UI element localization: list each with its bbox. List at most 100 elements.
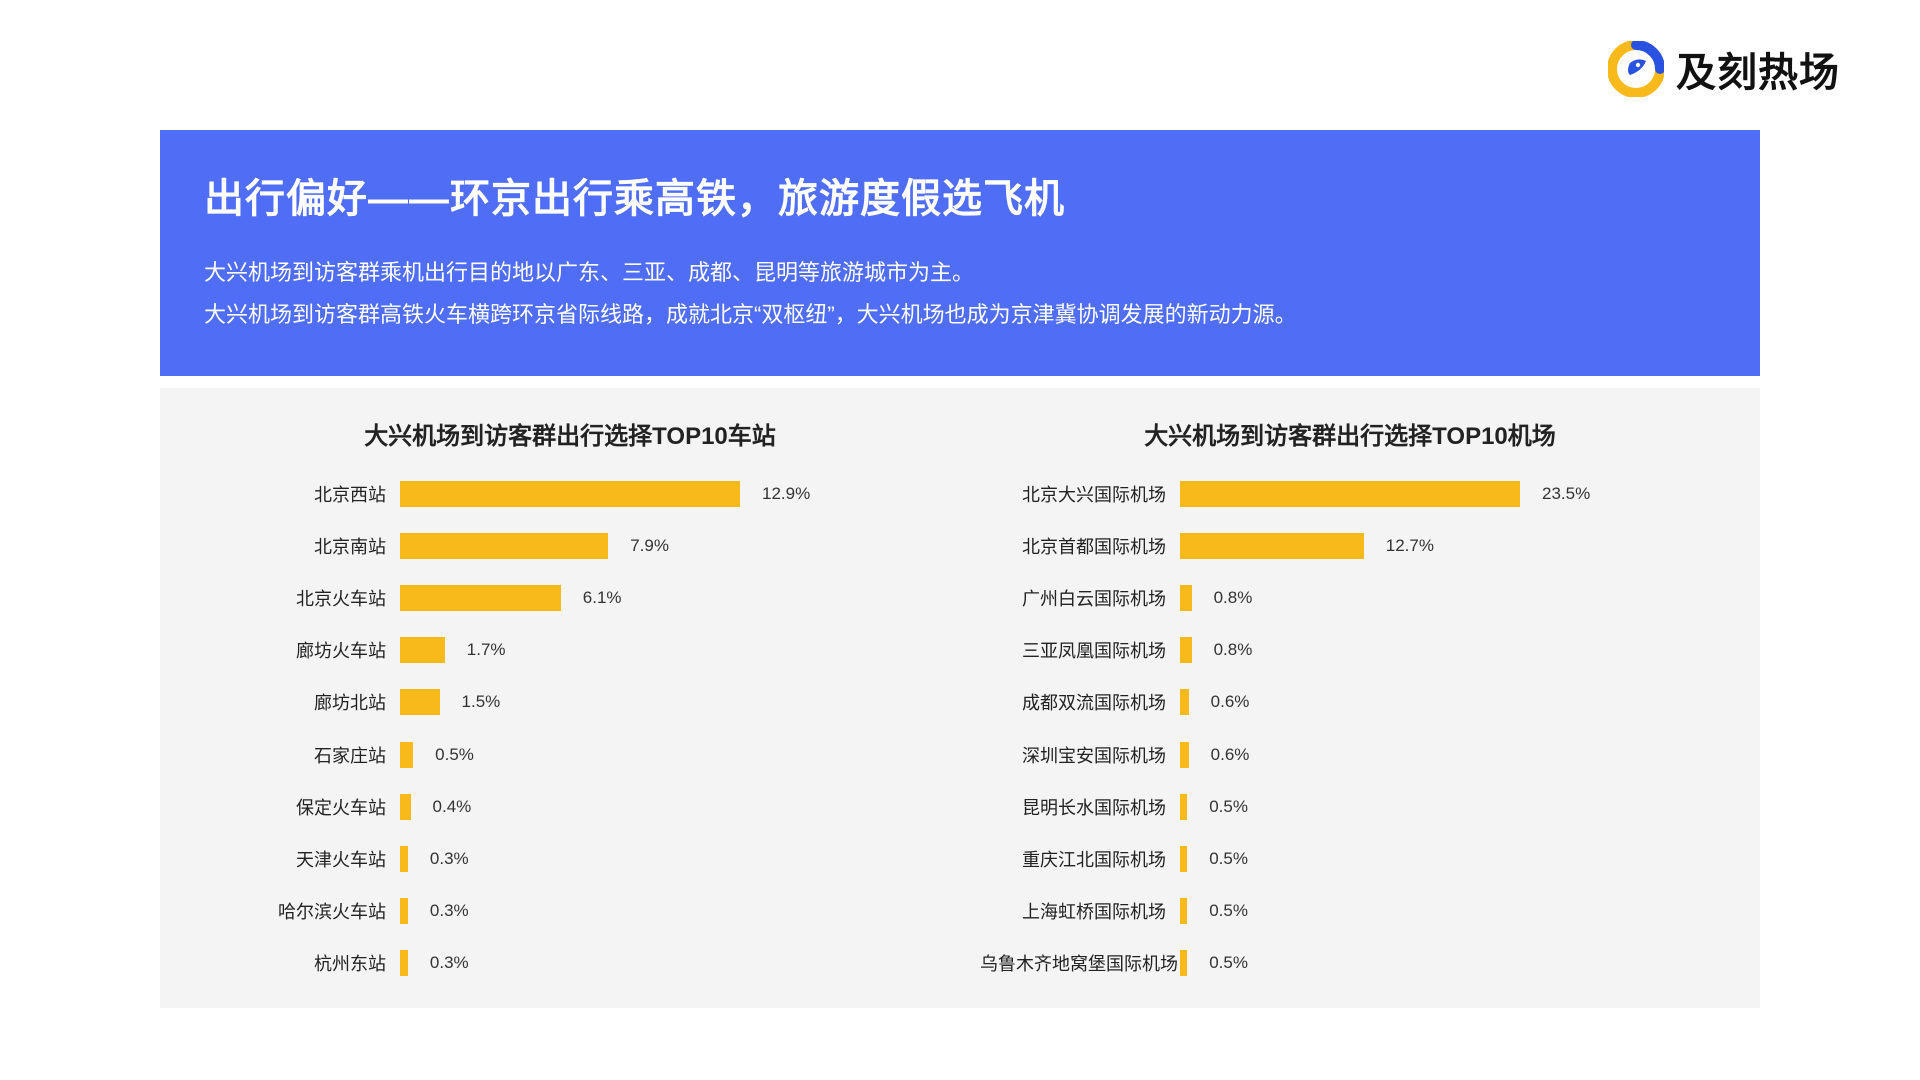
bar-value: 6.1% [583, 588, 622, 608]
bar [400, 533, 608, 559]
bar-area: 6.1% [400, 585, 930, 611]
bar-row: 北京首都国际机场 12.7% [980, 521, 1710, 571]
bar-label: 石家庄站 [200, 742, 400, 768]
bar-row: 杭州东站 0.3% [200, 938, 930, 988]
bar-row: 天津火车站 0.3% [200, 834, 930, 884]
page-title: 出行偏好——环京出行乘高铁，旅游度假选飞机 [204, 166, 1716, 224]
bar-label: 天津火车站 [200, 846, 400, 872]
bar-row: 三亚凤凰国际机场 0.8% [980, 625, 1710, 675]
bar-area: 0.5% [1180, 846, 1710, 872]
bar [400, 794, 411, 820]
bar-row: 保定火车站0.4% [200, 782, 930, 832]
bar [1180, 689, 1189, 715]
bar-value: 0.3% [430, 849, 469, 869]
bar-area: 0.3% [400, 846, 930, 872]
bar-area: 0.3% [400, 950, 930, 976]
bar-area: 0.8% [1180, 637, 1710, 663]
bar-value: 0.3% [430, 901, 469, 921]
bar-row: 哈尔滨火车站 0.3% [200, 886, 930, 936]
bar-area: 0.3% [400, 898, 930, 924]
bar-value: 0.8% [1214, 640, 1253, 660]
bar-value: 0.5% [1209, 953, 1248, 973]
charts-panel: 大兴机场到访客群出行选择TOP10车站 北京西站 12.9% 北京南站 7.9% 北京火… [160, 388, 1760, 1008]
bar [400, 898, 408, 924]
bar [1180, 846, 1187, 872]
page-subtitle: 大兴机场到访客群乘机出行目的地以广东、三亚、成都、昆明等旅游城市为主。 大兴机场… [204, 252, 1716, 336]
bar-area: 0.5% [1180, 898, 1710, 924]
bar [400, 689, 440, 715]
bar-label: 北京西站 [200, 481, 400, 507]
bar-label: 杭州东站 [200, 950, 400, 976]
bar-area: 12.7% [1180, 533, 1710, 559]
bar [1180, 637, 1192, 663]
bar-label: 深圳宝安国际机场 [980, 742, 1180, 768]
bar [1180, 950, 1187, 976]
bar-label: 三亚凤凰国际机场 [980, 637, 1180, 663]
chart-stations-body: 北京西站 12.9% 北京南站 7.9% 北京火车站6.1%廊坊火车站1.7% 廊坊北站 1… [200, 469, 940, 988]
bar [1180, 533, 1364, 559]
bar-label: 昆明长水国际机场 [980, 794, 1180, 820]
bar [1180, 585, 1192, 611]
bar-row: 成都双流国际机场0.6% [980, 677, 1710, 727]
bar-value: 0.3% [430, 953, 469, 973]
bar-value: 0.5% [1209, 849, 1248, 869]
bar-value: 0.5% [1209, 901, 1248, 921]
bar-row: 北京西站 12.9% [200, 469, 930, 519]
bar-value: 23.5% [1542, 484, 1590, 504]
bar-row: 廊坊火车站1.7% [200, 625, 930, 675]
bar-label: 乌鲁木齐地窝堡国际机场 [980, 950, 1180, 976]
bar-value: 7.9% [630, 536, 669, 556]
subtitle-line-1: 大兴机场到访客群乘机出行目的地以广东、三亚、成都、昆明等旅游城市为主。 [204, 252, 1716, 294]
chart-airports-body: 北京大兴国际机场23.5%北京首都国际机场12.7%广州白云国际机场0.8%三亚… [980, 469, 1720, 988]
bar-area: 0.5% [400, 742, 930, 768]
bar [400, 846, 408, 872]
chart-stations-title: 大兴机场到访客群出行选择TOP10车站 [200, 416, 940, 451]
bar-area: 0.8% [1180, 585, 1710, 611]
bar-value: 12.9% [762, 484, 810, 504]
chart-stations: 大兴机场到访客群出行选择TOP10车站 北京西站 12.9% 北京南站 7.9% 北京火… [200, 416, 940, 988]
bar-row: 北京南站 7.9% [200, 521, 930, 571]
bar-label: 哈尔滨火车站 [200, 898, 400, 924]
bar-area: 12.9% [400, 481, 930, 507]
bar-area: 0.5% [1180, 794, 1710, 820]
bar-area: 0.5% [1180, 950, 1710, 976]
bar-value: 1.7% [467, 640, 506, 660]
bar-value: 0.5% [1209, 797, 1248, 817]
bar [400, 637, 445, 663]
bar-label: 北京大兴国际机场 [980, 481, 1180, 507]
bar [400, 481, 740, 507]
bar-label: 北京南站 [200, 533, 400, 559]
bar-row: 北京火车站6.1% [200, 573, 930, 623]
bar-area: 0.6% [1180, 742, 1710, 768]
subtitle-line-2: 大兴机场到访客群高铁火车横跨环京省际线路，成就北京“双枢纽”，大兴机场也成为京津… [204, 294, 1716, 336]
bar [400, 950, 408, 976]
bar-row: 北京大兴国际机场 23.5% [980, 469, 1710, 519]
bar [400, 742, 413, 768]
bar-row: 重庆江北国际机场 0.5% [980, 834, 1710, 884]
bar-label: 上海虹桥国际机场 [980, 898, 1180, 924]
bar-label: 重庆江北国际机场 [980, 846, 1180, 872]
bar-row: 广州白云国际机场0.8% [980, 573, 1710, 623]
bar [1180, 742, 1189, 768]
chart-airports-title: 大兴机场到访客群出行选择TOP10机场 [980, 416, 1720, 451]
bar-value: 1.5% [462, 692, 501, 712]
bar-label: 北京首都国际机场 [980, 533, 1180, 559]
chart-airports: 大兴机场到访客群出行选择TOP10机场 北京大兴国际机场 23.5% 北京首都国际机… [980, 416, 1720, 988]
bar-value: 12.7% [1386, 536, 1434, 556]
bar-value: 0.6% [1211, 745, 1250, 765]
bar-row: 石家庄站 0.5% [200, 730, 930, 780]
bar-row: 廊坊北站 1.5% [200, 677, 930, 727]
bar-row: 昆明长水国际机场 0.5% [980, 782, 1710, 832]
brand-logo: 及刻热场 [1608, 40, 1840, 98]
bar-area: 1.7% [400, 637, 930, 663]
bar-label: 廊坊北站 [200, 689, 400, 715]
logo-icon [1608, 41, 1664, 97]
bar-area: 1.5% [400, 689, 930, 715]
bar [1180, 794, 1187, 820]
bar [1180, 481, 1520, 507]
bar-area: 23.5% [1180, 481, 1710, 507]
bar-label: 广州白云国际机场 [980, 585, 1180, 611]
bar-area: 0.6% [1180, 689, 1710, 715]
bar-area: 7.9% [400, 533, 930, 559]
bar-value: 0.5% [435, 745, 474, 765]
